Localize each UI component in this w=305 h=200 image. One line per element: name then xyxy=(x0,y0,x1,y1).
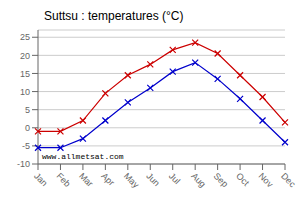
svg-text:0: 0 xyxy=(25,123,30,133)
svg-text:-10: -10 xyxy=(17,159,30,169)
html-text:Suttsu : temperatures (°C): Suttsu : temperatures (°C) xyxy=(44,9,184,23)
html-text:www.allmetsat.com: www.allmetsat.com xyxy=(42,152,124,161)
svg-text:Feb: Feb xyxy=(55,171,73,189)
svg-text:-5: -5 xyxy=(22,141,30,151)
svg-text:25: 25 xyxy=(20,32,30,42)
svg-text:Oct: Oct xyxy=(234,171,251,188)
svg-text:May: May xyxy=(122,171,141,190)
svg-text:10: 10 xyxy=(20,87,30,97)
svg-text:Jun: Jun xyxy=(144,171,161,188)
svg-text:15: 15 xyxy=(20,69,30,79)
svg-text:Apr: Apr xyxy=(99,171,116,188)
svg-text:Sep: Sep xyxy=(212,171,230,189)
svg-text:Jan: Jan xyxy=(32,171,49,188)
svg-text:Aug: Aug xyxy=(189,171,207,189)
svg-text:Nov: Nov xyxy=(257,171,276,190)
svg-text:5: 5 xyxy=(25,105,30,115)
svg-text:20: 20 xyxy=(20,51,30,61)
svg-text:Mar: Mar xyxy=(77,171,95,189)
svg-text:Jul: Jul xyxy=(167,171,182,186)
svg-text:Dec: Dec xyxy=(279,171,297,190)
